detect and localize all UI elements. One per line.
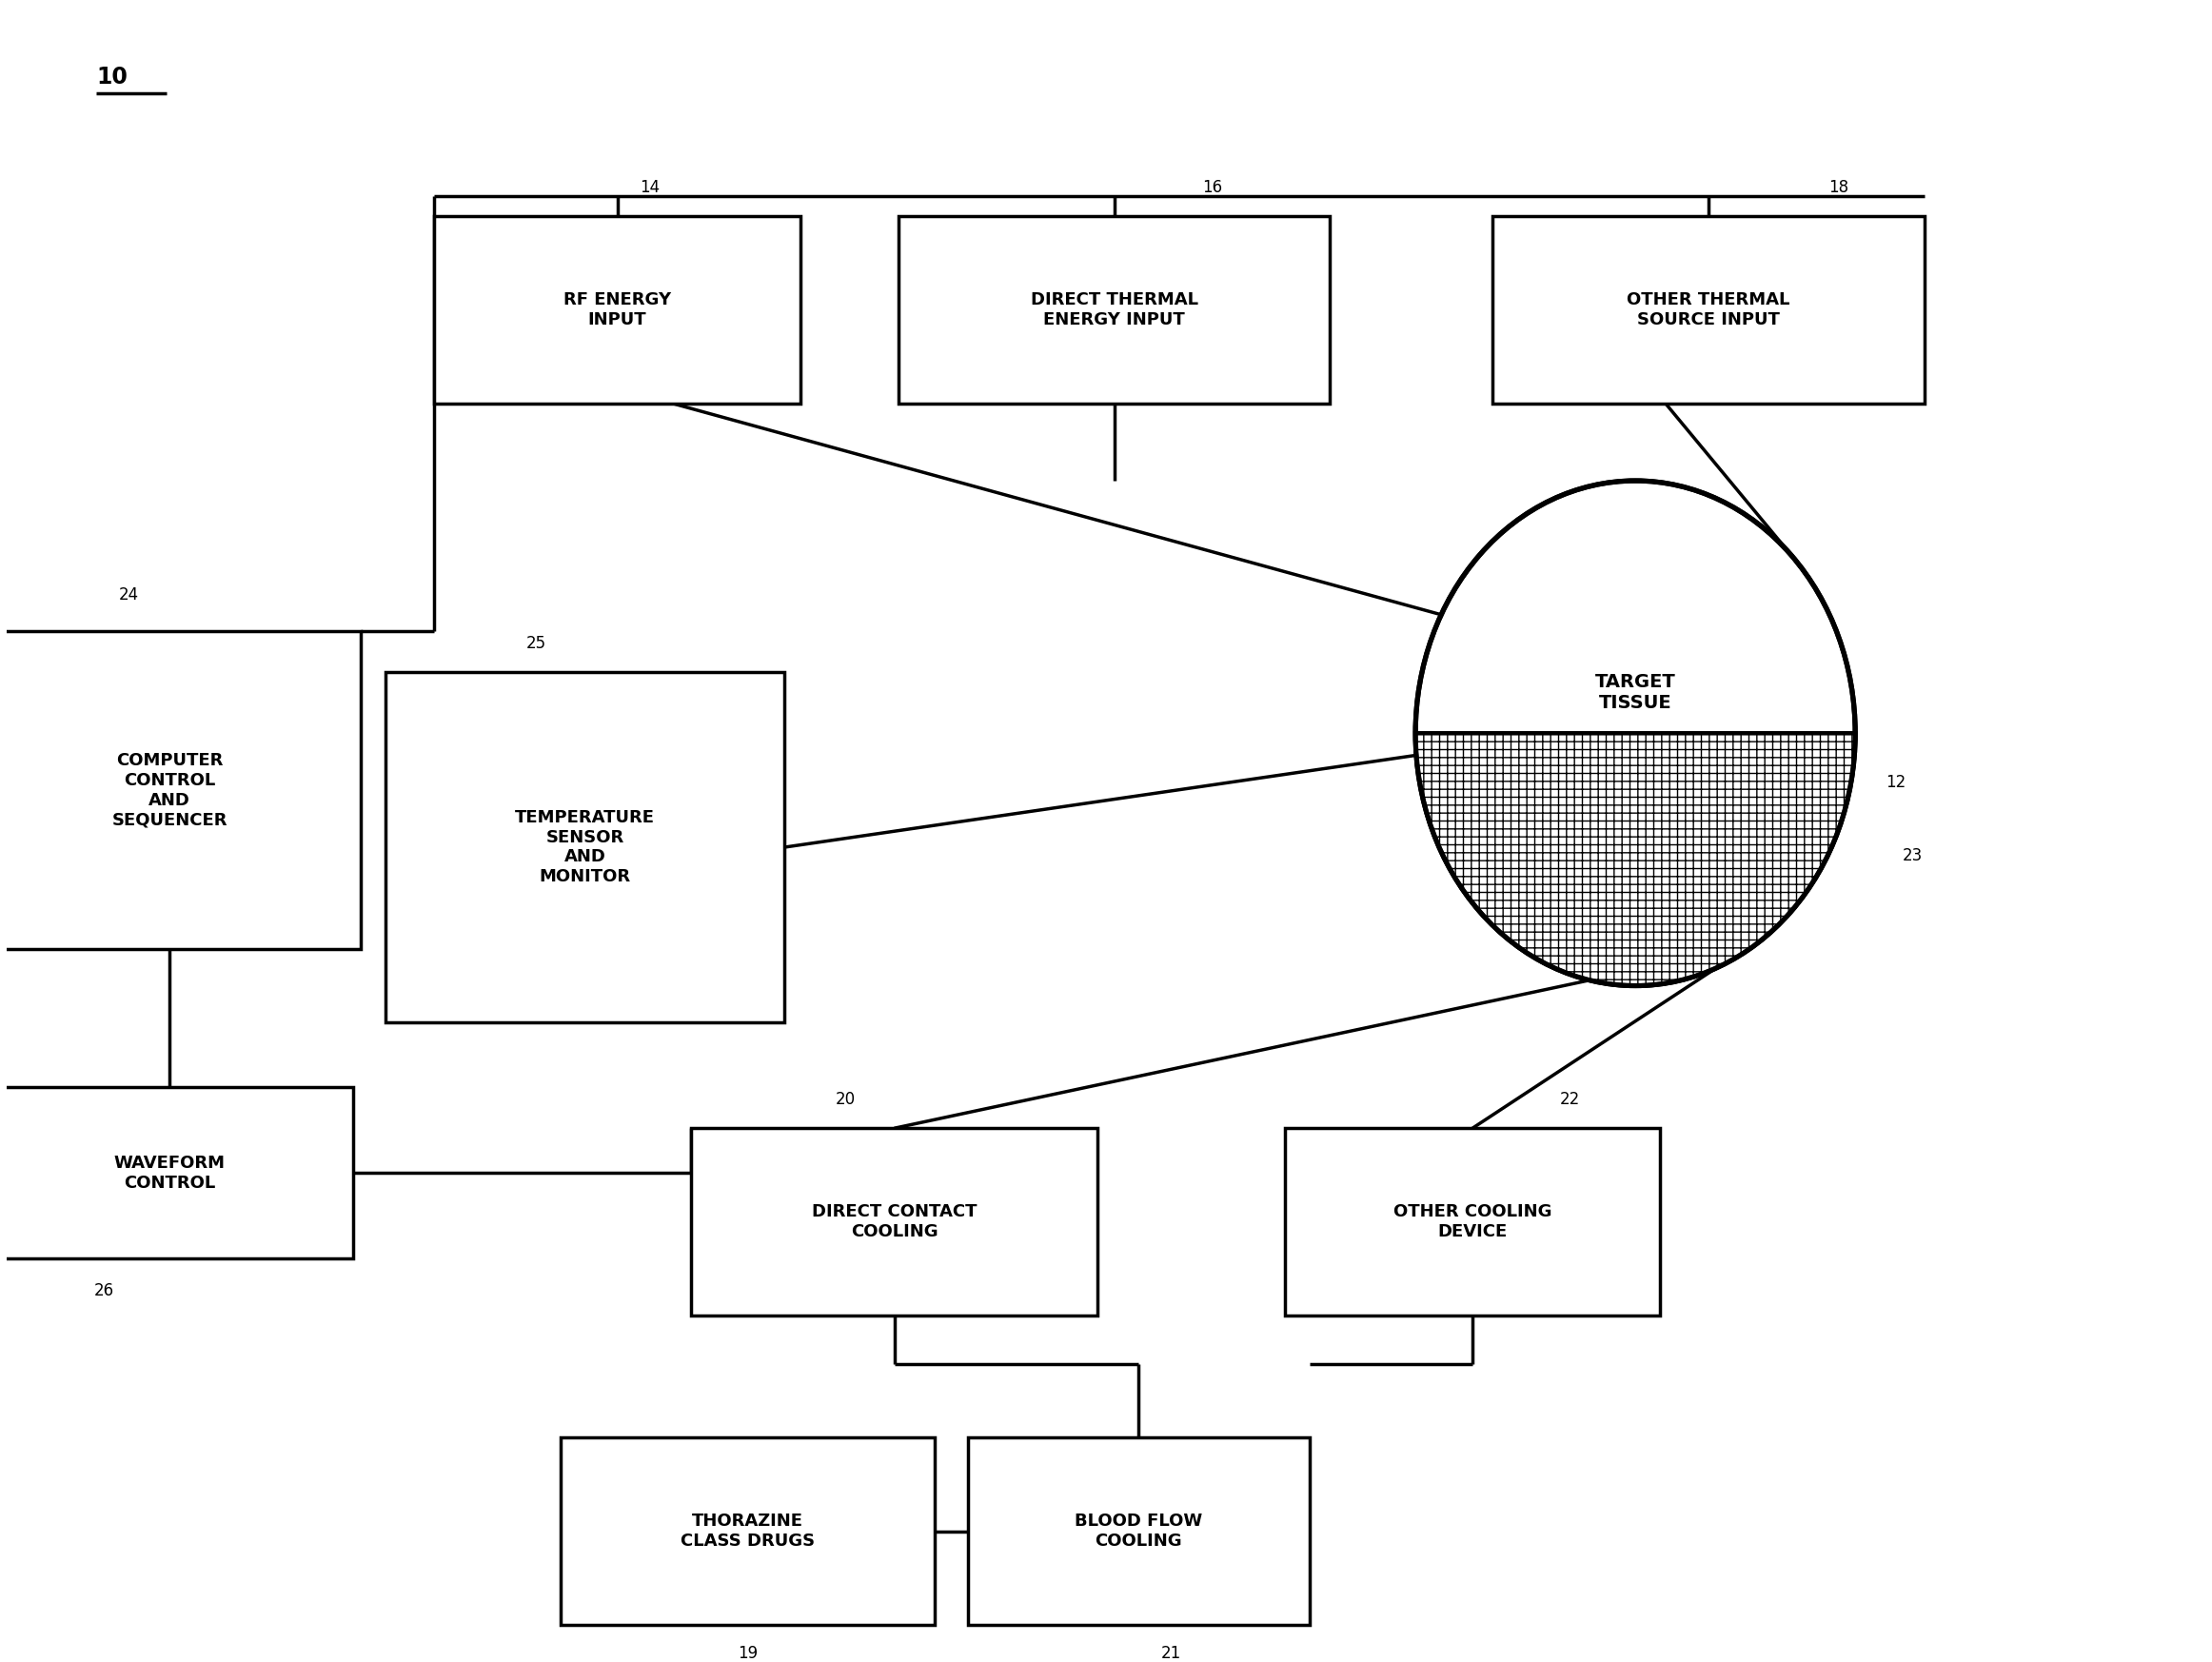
FancyBboxPatch shape xyxy=(898,216,1329,404)
Text: 16: 16 xyxy=(1201,179,1221,196)
Text: WAVEFORM
CONTROL: WAVEFORM CONTROL xyxy=(113,1155,226,1192)
FancyBboxPatch shape xyxy=(0,632,361,949)
FancyBboxPatch shape xyxy=(434,216,801,404)
Text: BLOOD FLOW
COOLING: BLOOD FLOW COOLING xyxy=(1075,1512,1203,1551)
FancyBboxPatch shape xyxy=(967,1438,1310,1625)
Text: OTHER COOLING
DEVICE: OTHER COOLING DEVICE xyxy=(1394,1203,1551,1240)
FancyBboxPatch shape xyxy=(560,1438,936,1625)
FancyBboxPatch shape xyxy=(1285,1128,1659,1316)
Text: 19: 19 xyxy=(737,1645,759,1662)
Text: RF ENERGY
INPUT: RF ENERGY INPUT xyxy=(564,291,670,327)
Text: 12: 12 xyxy=(1887,773,1907,791)
Text: DIRECT THERMAL
ENERGY INPUT: DIRECT THERMAL ENERGY INPUT xyxy=(1031,291,1199,327)
Ellipse shape xyxy=(1416,480,1856,986)
Text: 25: 25 xyxy=(526,635,546,652)
Text: 22: 22 xyxy=(1559,1092,1579,1109)
Text: 20: 20 xyxy=(836,1092,856,1109)
Text: THORAZINE
CLASS DRUGS: THORAZINE CLASS DRUGS xyxy=(681,1512,814,1551)
Text: 10: 10 xyxy=(95,65,128,88)
Text: TEMPERATURE
SENSOR
AND
MONITOR: TEMPERATURE SENSOR AND MONITOR xyxy=(515,809,655,886)
Text: 21: 21 xyxy=(1161,1645,1181,1662)
Text: 18: 18 xyxy=(1829,179,1849,196)
Text: OTHER THERMAL
SOURCE INPUT: OTHER THERMAL SOURCE INPUT xyxy=(1628,291,1790,327)
Text: 14: 14 xyxy=(639,179,659,196)
Text: 23: 23 xyxy=(1902,848,1922,864)
FancyBboxPatch shape xyxy=(690,1128,1097,1316)
Text: TARGET
TISSUE: TARGET TISSUE xyxy=(1595,673,1677,711)
Text: 24: 24 xyxy=(119,587,139,603)
Text: 26: 26 xyxy=(95,1281,115,1300)
Text: DIRECT CONTACT
COOLING: DIRECT CONTACT COOLING xyxy=(812,1203,978,1240)
Text: COMPUTER
CONTROL
AND
SEQUENCER: COMPUTER CONTROL AND SEQUENCER xyxy=(111,751,228,828)
FancyBboxPatch shape xyxy=(385,671,785,1022)
Polygon shape xyxy=(1416,733,1856,986)
FancyBboxPatch shape xyxy=(0,1087,352,1258)
FancyBboxPatch shape xyxy=(1493,216,1924,404)
